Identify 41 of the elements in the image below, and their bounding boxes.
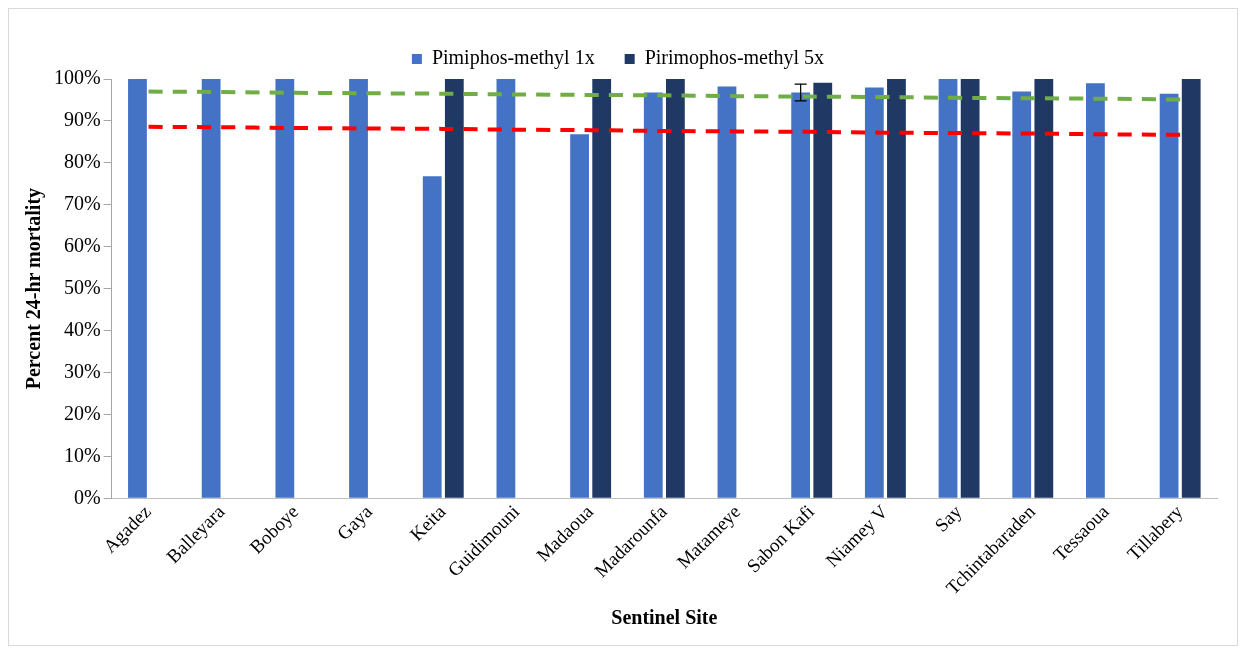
bar xyxy=(128,79,147,498)
bar xyxy=(864,87,884,498)
y-axis-title: Percent 24-hr mortality xyxy=(22,187,46,390)
bar xyxy=(887,79,906,498)
bar xyxy=(1034,79,1054,498)
y-tick-label: 60% xyxy=(63,233,101,256)
line-series xyxy=(146,89,1183,102)
bar xyxy=(349,79,368,498)
y-tick-label: 0% xyxy=(73,485,101,508)
bar xyxy=(1159,93,1179,498)
y-tick-label: 20% xyxy=(63,401,101,424)
x-axis-title: Sentinel Site xyxy=(611,606,718,629)
line-series xyxy=(146,124,1183,137)
bar xyxy=(791,92,811,498)
bar xyxy=(496,79,516,498)
y-tick-label: 50% xyxy=(63,275,101,298)
bar xyxy=(1181,79,1201,498)
bar xyxy=(938,79,958,498)
bar xyxy=(960,79,980,498)
bar xyxy=(570,134,589,498)
legend-label: Pimiphos-methyl 1x xyxy=(431,46,595,70)
bar xyxy=(592,79,612,498)
y-tick-label: 100% xyxy=(53,66,101,89)
bar xyxy=(444,79,464,498)
legend-label: Pirimophos-methyl 5x xyxy=(644,46,825,70)
bar xyxy=(201,79,221,498)
y-tick-label: 30% xyxy=(63,359,101,382)
y-tick-label: 90% xyxy=(63,108,101,131)
y-tick-label: 40% xyxy=(63,317,101,340)
bar xyxy=(275,79,295,498)
bar xyxy=(1086,83,1105,498)
y-tick-label: 10% xyxy=(63,443,101,466)
bar xyxy=(717,86,737,498)
y-tick-label: 70% xyxy=(63,192,101,215)
bar xyxy=(422,176,442,498)
bar xyxy=(643,92,663,498)
bar xyxy=(813,82,833,498)
bar xyxy=(665,79,685,498)
x-tick-label: Gaya xyxy=(332,500,377,545)
bar xyxy=(1012,91,1032,498)
y-tick-label: 80% xyxy=(63,150,101,173)
